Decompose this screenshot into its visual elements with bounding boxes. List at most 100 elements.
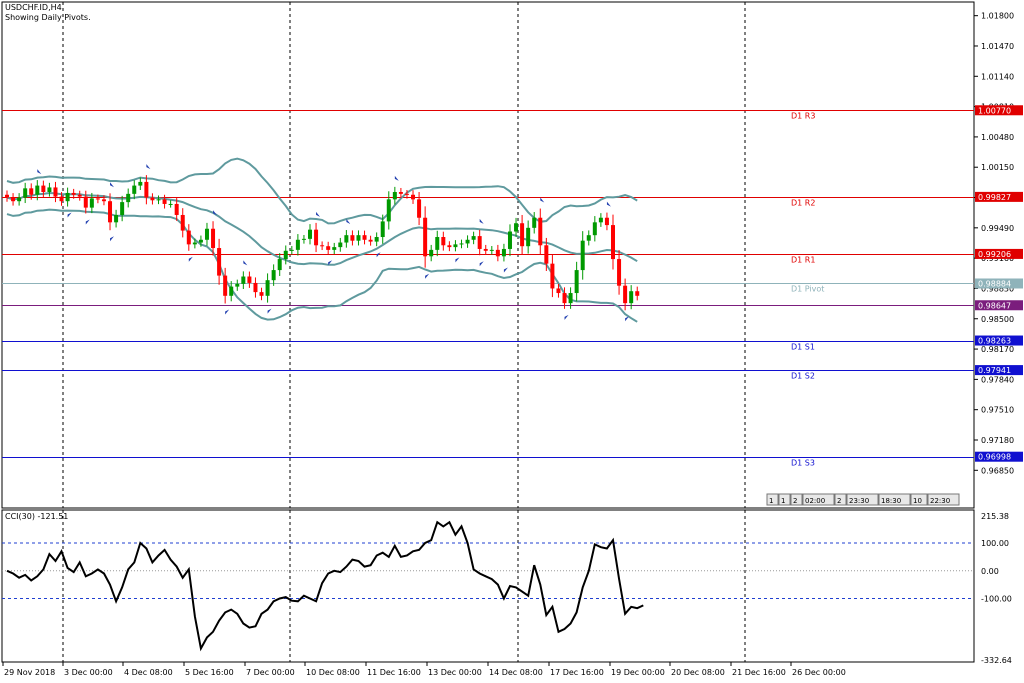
pivot-value-text: 0.97941	[978, 366, 1011, 375]
pivot-value-text: 0.99827	[978, 193, 1011, 202]
pivot-value-text: 0.98263	[978, 337, 1011, 346]
bear-candle-body	[53, 187, 58, 197]
bear-candle-body	[623, 285, 628, 304]
bear-candle-body	[350, 235, 355, 241]
pivot-value-text: 0.99206	[978, 250, 1011, 259]
fractal-up-marker	[540, 197, 545, 203]
fractal-up-marker	[394, 175, 399, 181]
bull-candle-body	[265, 280, 270, 296]
toolbar-button-label: 1	[769, 497, 773, 505]
bear-candle-body	[77, 194, 82, 197]
pivot-value-tag	[975, 248, 1023, 259]
bull-candle-body	[374, 237, 379, 242]
time-label: 20 Dec 08:00	[671, 668, 725, 677]
pivot-value-text: 0.98884	[978, 279, 1011, 288]
toolbar-button[interactable]	[802, 493, 835, 506]
bull-candle-body	[17, 197, 22, 202]
bull-candle-body	[574, 270, 579, 294]
toolbar-button-label: 1	[781, 497, 785, 505]
toolbar-button[interactable]	[910, 493, 928, 506]
time-toolbar[interactable]: 1 1 2 02:00 2 23:30 18:30 10 22:30	[766, 493, 960, 506]
bear-candle-body	[108, 201, 113, 223]
toolbar-button[interactable]	[790, 493, 803, 506]
toolbar-button[interactable]	[778, 493, 791, 506]
bear-candle-body	[217, 248, 222, 276]
pivot-value-tag	[975, 300, 1023, 311]
fractal-up-marker	[37, 169, 42, 175]
fractal-down-marker	[67, 212, 72, 218]
bull-candle-body	[568, 293, 573, 304]
bear-candle-body	[495, 249, 500, 257]
time-axis: 29 Nov 2018 3 Dec 00:00 4 Dec 08:00 5 Dec 1…	[2, 662, 846, 677]
toolbar-button[interactable]	[834, 493, 847, 506]
pivot-value-tag	[975, 365, 1023, 376]
bull-candle-body	[526, 227, 531, 247]
pivot-label: D1 R2	[791, 199, 815, 208]
bear-candle-body	[550, 263, 555, 289]
pivot-label: D1 R3	[791, 112, 815, 121]
toolbar-button-label: 23:30	[849, 497, 869, 505]
bear-candle-body	[423, 217, 428, 257]
bull-candle-body	[435, 237, 440, 250]
fractal-up-marker	[243, 260, 248, 266]
pivot-value-text: 0.98647	[978, 301, 1011, 310]
bull-candle-body	[156, 199, 161, 201]
bear-candle-body	[186, 230, 191, 245]
cci-title: CCI(30) -121.51	[5, 512, 69, 521]
bear-candle-body	[174, 203, 179, 215]
bear-candle-body	[635, 291, 640, 296]
bear-candle-body	[604, 217, 609, 226]
bull-candle-body	[392, 192, 397, 200]
price-tick-label: 0.98170	[981, 345, 1014, 354]
bear-candle-body	[101, 199, 106, 202]
fractal-up-marker	[146, 164, 151, 170]
toolbar-button[interactable]	[846, 493, 879, 506]
price-tick-label: 0.98830	[981, 284, 1014, 293]
time-label: 17 Dec 16:00	[550, 668, 604, 677]
bear-candle-body	[556, 288, 561, 294]
pivot-value-text: 1.00770	[978, 106, 1011, 115]
bull-candle-body	[277, 259, 282, 271]
time-label: 7 Dec 00:00	[246, 668, 295, 677]
pivot-value-tag	[975, 191, 1023, 202]
fractal-up-marker	[110, 182, 115, 188]
bull-candle-body	[429, 249, 434, 257]
fractal-down-marker	[564, 314, 569, 320]
toolbar-button[interactable]	[927, 493, 960, 506]
bear-candle-body	[259, 292, 264, 296]
bull-candle-body	[301, 238, 306, 240]
bull-candle-body	[120, 202, 125, 215]
cci-tick-label: -100.00	[981, 595, 1012, 604]
band-middle	[6, 191, 638, 266]
time-label: 14 Dec 08:00	[489, 668, 543, 677]
bear-candle-body	[411, 194, 416, 200]
pivot-label: D1 R1	[791, 256, 815, 265]
bear-candle-body	[150, 197, 155, 201]
bear-candle-body	[223, 275, 228, 296]
bull-candle-body	[47, 187, 52, 193]
toolbar-button[interactable]	[878, 493, 911, 506]
bear-candle-body	[483, 248, 488, 251]
bear-candle-body	[162, 199, 167, 204]
price-tick-label: 0.97180	[981, 436, 1014, 445]
fractal-up-marker	[316, 211, 321, 217]
fractal-up-marker	[606, 201, 611, 207]
bull-candle-body	[289, 249, 294, 251]
time-label: 5 Dec 16:00	[185, 668, 234, 677]
cci-indicator	[2, 520, 974, 652]
toolbar-button-label: 10	[913, 497, 922, 505]
price-tick-label: 0.97510	[981, 406, 1014, 415]
bear-candle-body	[83, 196, 88, 208]
bear-candle-body	[320, 245, 325, 247]
bollinger-bands	[6, 157, 638, 323]
bull-candle-body	[580, 240, 585, 271]
bull-candle-body	[332, 247, 337, 250]
bear-candle-body	[11, 197, 16, 202]
pivot-label: D1 S3	[791, 459, 815, 468]
fractal-down-marker	[425, 273, 430, 279]
toolbar-button[interactable]	[766, 493, 779, 506]
bull-candle-body	[598, 217, 603, 223]
cci-tick-label: -332.64	[981, 656, 1012, 665]
